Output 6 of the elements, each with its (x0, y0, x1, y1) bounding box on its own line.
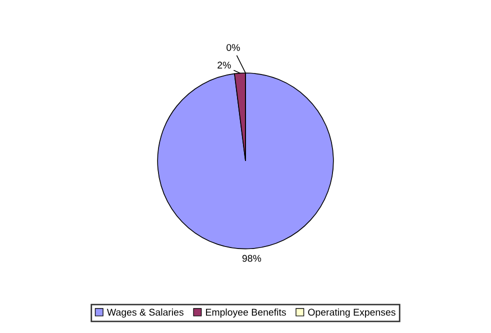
legend-label: Operating Expenses (308, 308, 396, 318)
text: 0% (226, 44, 240, 51)
legend-label: Wages & Salaries (106, 308, 184, 318)
data-label: 98% (242, 254, 262, 262)
legend-label: Employee Benefits (206, 308, 286, 318)
data-label: 2% (218, 62, 231, 69)
